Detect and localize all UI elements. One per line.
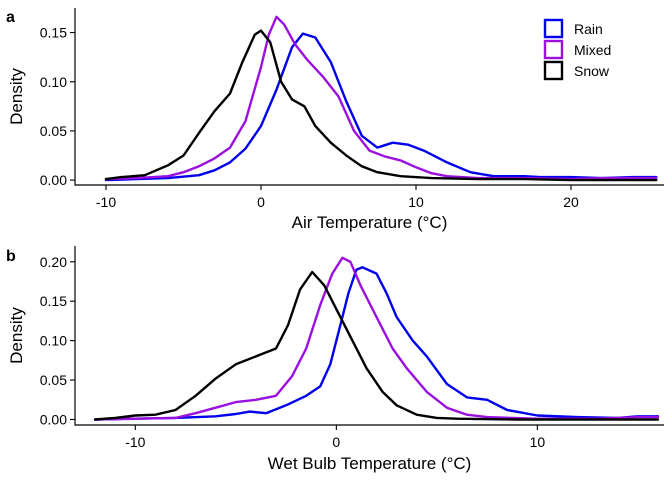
- x-tick-label: -10: [96, 194, 116, 210]
- density-curve-rain: [104, 32, 658, 182]
- y-tick-label: 0.10: [40, 333, 67, 349]
- density-curve-snow: [93, 270, 660, 421]
- density-curve-rain: [93, 266, 660, 421]
- density-curve-mixed: [93, 256, 660, 421]
- panel-tag: b: [6, 248, 16, 265]
- legend-key-snow: [543, 60, 564, 81]
- y-tick-label: 0.10: [40, 74, 67, 90]
- y-tick-label: 0.15: [40, 25, 67, 41]
- legend-label-snow: Snow: [574, 63, 610, 79]
- y-tick-label: 0.00: [40, 172, 67, 188]
- x-tick-label: -10: [125, 434, 145, 450]
- legend-key-mixed: [543, 39, 564, 60]
- y-axis-title: Density: [7, 68, 26, 125]
- panel-a: a -10 0 10 20 0.00 0.05 0.10 0.15 Air Temperature…: [6, 8, 664, 232]
- x-axis-title: Air Temperature (°C): [292, 213, 448, 232]
- legend-label-rain: Rain: [574, 21, 603, 37]
- legend: Rain Mixed Snow: [543, 18, 611, 81]
- y-tick-label: 0.15: [40, 293, 67, 309]
- x-axis-title: Wet Bulb Temperature (°C): [268, 454, 472, 473]
- panel-b: b -10 0 10 0.00 0.05 0.10 0.15 0.20 Wet Bulb Temp…: [6, 246, 664, 473]
- x-tick-label: 0: [257, 194, 265, 210]
- legend-key-rain: [543, 18, 564, 39]
- y-tick-label: 0.00: [40, 411, 67, 427]
- y-axis-title: Density: [7, 307, 26, 364]
- density-curve-mixed: [104, 15, 658, 181]
- x-tick-label: 10: [530, 434, 546, 450]
- panel-tag: a: [6, 9, 15, 26]
- y-tick-label: 0.05: [40, 372, 67, 388]
- y-tick-label: 0.05: [40, 123, 67, 139]
- density-curve-snow: [104, 29, 658, 182]
- x-tick-label: 10: [408, 194, 424, 210]
- x-tick-label: 20: [563, 194, 579, 210]
- y-tick-label: 0.20: [40, 254, 67, 270]
- x-tick-label: 0: [332, 434, 340, 450]
- legend-label-mixed: Mixed: [574, 42, 611, 58]
